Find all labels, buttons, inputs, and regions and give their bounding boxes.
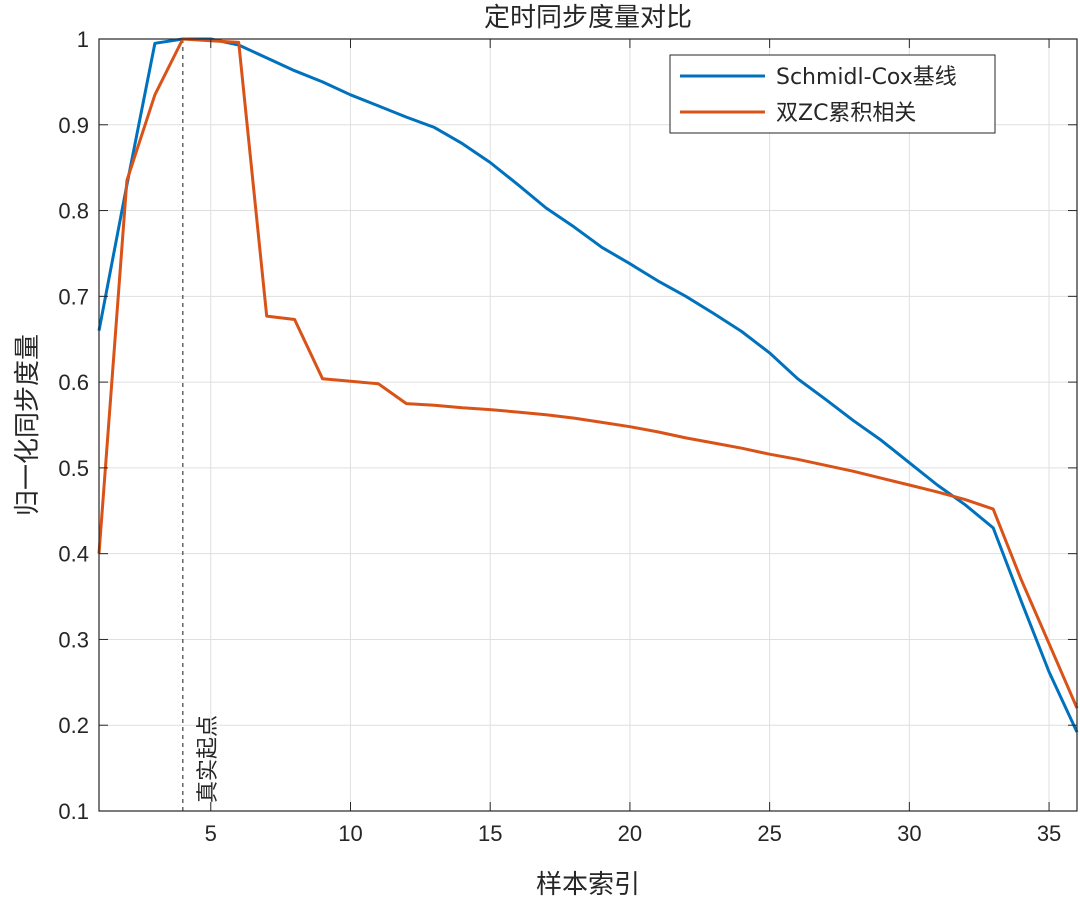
true-start-label: 真实起点 — [196, 715, 221, 803]
series-group — [97, 37, 1079, 733]
y-axis-label: 归一化同步度量 — [13, 334, 43, 516]
series-line-1 — [97, 37, 1079, 709]
x-tick-label: 15 — [478, 821, 502, 846]
y-tick-label: 0.2 — [58, 713, 89, 738]
legend-box — [669, 54, 996, 134]
true-start-marker: 真实起点 — [182, 39, 221, 811]
y-tick-label: 0.9 — [58, 113, 89, 138]
legend-label-1: 双ZC累积相关 — [776, 101, 916, 126]
legend: Schmidl-Cox基线 双ZC累积相关 — [669, 54, 996, 134]
axis-ticks: 5 10 15 20 25 30 35 0.1 0.2 0.3 0.4 0.5 0.6 0.7 0.8 0.9… — [58, 27, 1077, 846]
y-tick-label: 0.7 — [58, 284, 89, 309]
y-tick-label: 1 — [77, 27, 89, 52]
y-tick-label: 0.1 — [58, 799, 89, 824]
chart-title: 定时同步度量对比 — [484, 3, 692, 33]
x-tick-label: 25 — [757, 821, 781, 846]
x-tick-label: 30 — [897, 821, 921, 846]
y-tick-label: 0.8 — [58, 199, 89, 224]
plot-area — [99, 39, 1077, 811]
x-tick-label: 10 — [338, 821, 362, 846]
series-line-0 — [97, 37, 1079, 733]
x-tick-label: 35 — [1037, 821, 1061, 846]
plot-frame — [98, 38, 1078, 812]
y-tick-label: 0.5 — [58, 456, 89, 481]
x-axis-label: 样本索引 — [536, 870, 640, 900]
x-tick-label: 5 — [205, 821, 217, 846]
legend-label-0: Schmidl-Cox基线 — [776, 65, 957, 90]
y-tick-label: 0.4 — [58, 542, 89, 567]
x-tick-label: 20 — [618, 821, 642, 846]
y-tick-label: 0.3 — [58, 627, 89, 652]
y-tick-label: 0.6 — [58, 370, 89, 395]
